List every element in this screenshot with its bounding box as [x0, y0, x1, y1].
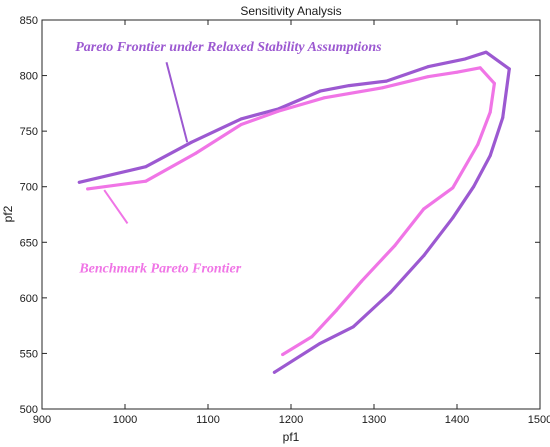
tick-layer: 900 1000 1100 1200 1300 1400 1500 500 550 600 650 7… — [20, 15, 550, 426]
data-point — [144, 165, 148, 169]
x-tick-label: 1100 — [196, 414, 220, 426]
data-point — [322, 96, 326, 100]
data-point — [318, 341, 322, 345]
data-point — [189, 140, 193, 144]
data-point — [476, 143, 480, 146]
data-point — [451, 216, 455, 220]
y-tick-label: 850 — [20, 15, 38, 27]
data-point — [455, 70, 459, 74]
annotation-label: Benchmark Pareto Frontier — [78, 261, 241, 276]
data-point — [239, 117, 243, 121]
series-0 — [77, 50, 511, 374]
data-point — [144, 179, 148, 183]
data-point — [472, 185, 476, 189]
data-point — [484, 50, 488, 54]
data-point — [335, 308, 339, 312]
x-tick-label: 1000 — [113, 414, 137, 426]
plot-background — [42, 20, 540, 409]
data-point — [463, 57, 467, 61]
x-tick-label: 1500 — [528, 414, 550, 426]
data-point — [507, 67, 511, 71]
x-tick-label: 900 — [33, 414, 51, 426]
data-point — [384, 79, 388, 83]
data-point — [239, 123, 243, 126]
y-axis-label: pf2 — [1, 205, 15, 222]
series-line — [86, 66, 496, 357]
y-tick-label: 750 — [20, 126, 38, 138]
y-tick-label: 500 — [20, 404, 38, 416]
data-point — [451, 186, 455, 190]
series-1 — [86, 66, 496, 357]
x-tick-label: 1400 — [445, 414, 469, 426]
y-tick-label: 800 — [20, 71, 38, 83]
data-point — [351, 325, 355, 329]
data-point — [380, 86, 384, 90]
x-tick-label: 1300 — [362, 414, 386, 426]
data-point — [422, 207, 426, 211]
data-point — [501, 116, 505, 120]
data-point — [318, 89, 322, 93]
annotation-layer: Pareto Frontier under Relaxed Stability … — [75, 40, 382, 276]
data-point — [426, 75, 430, 79]
y-tick-label: 550 — [20, 348, 38, 360]
y-tick-label: 650 — [20, 237, 38, 249]
data-point — [393, 244, 397, 248]
x-axis-label: pf1 — [283, 430, 300, 444]
data-point — [77, 180, 81, 184]
data-point — [426, 65, 430, 69]
data-point — [272, 370, 276, 374]
data-point — [281, 353, 285, 356]
data-point — [277, 109, 280, 113]
annotation-label: Pareto Frontier under Relaxed Stability … — [75, 40, 382, 55]
data-point — [86, 187, 90, 191]
data-point — [360, 279, 364, 283]
y-tick-label: 700 — [20, 182, 38, 194]
data-point — [194, 151, 198, 155]
data-point — [478, 66, 482, 70]
data-point — [389, 290, 393, 294]
data-point — [488, 154, 492, 158]
data-point — [310, 335, 314, 339]
data-point — [488, 110, 492, 114]
x-tick-label: 1200 — [279, 414, 303, 426]
y-tick-label: 600 — [20, 293, 38, 305]
data-point — [347, 84, 351, 88]
data-point — [492, 81, 496, 85]
plot-frame — [41, 19, 541, 410]
data-point — [422, 254, 426, 258]
series-layer — [77, 50, 511, 374]
chart-title: Sensitivity Analysis — [240, 4, 341, 18]
annotation-leader-line — [165, 61, 189, 143]
annotation-leader-line — [103, 189, 129, 224]
